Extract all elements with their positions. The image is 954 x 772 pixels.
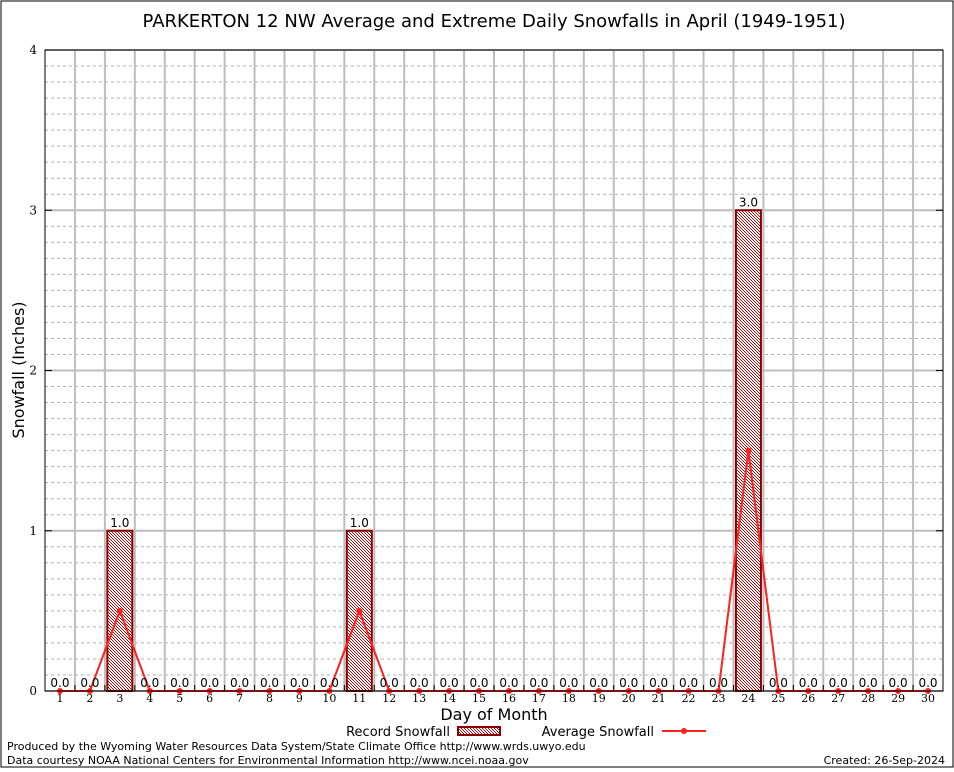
record-value-label: 0.0	[679, 676, 698, 690]
record-value-label: 3.0	[739, 195, 758, 209]
record-value-label: 1.0	[110, 516, 129, 530]
record-value-label: 1.0	[350, 516, 369, 530]
legend-average-label: Average Snowfall	[542, 725, 654, 740]
average-point	[356, 607, 363, 614]
y-tick-label: 0	[29, 684, 37, 698]
x-tick-label: 13	[412, 692, 426, 705]
y-tick-label: 2	[29, 364, 37, 378]
footer-courtesy: Data courtesy NOAA National Centers for …	[7, 754, 529, 767]
record-value-label: 0.0	[140, 676, 159, 690]
record-value-label: 0.0	[799, 676, 818, 690]
legend-record-swatch	[457, 726, 501, 736]
record-value-label: 0.0	[709, 676, 728, 690]
y-tick-label: 1	[29, 524, 37, 538]
x-tick-label: 16	[502, 692, 516, 705]
x-tick-label: 22	[682, 692, 696, 705]
record-value-label: 0.0	[499, 676, 518, 690]
x-tick-label: 4	[146, 692, 153, 705]
y-tick-label: 3	[29, 203, 37, 217]
record-value-label: 0.0	[260, 676, 279, 690]
x-tick-label: 1	[56, 692, 63, 705]
record-value-label: 0.0	[469, 676, 488, 690]
record-value-label: 0.0	[200, 676, 219, 690]
x-tick-label: 18	[562, 692, 576, 705]
x-tick-label: 11	[352, 692, 366, 705]
record-value-label: 0.0	[410, 676, 429, 690]
record-value-label: 0.0	[619, 676, 638, 690]
x-tick-label: 15	[472, 692, 486, 705]
x-tick-label: 29	[891, 692, 905, 705]
y-axis-label: Snowfall (Inches)	[9, 301, 28, 438]
chart-title: PARKERTON 12 NW Average and Extreme Dail…	[142, 11, 845, 32]
legend: Record Snowfall Average Snowfall	[346, 725, 706, 740]
x-tick-label: 7	[236, 692, 243, 705]
record-value-label: 0.0	[559, 676, 578, 690]
x-tick-label: 6	[206, 692, 213, 705]
x-axis-label: Day of Month	[440, 705, 547, 724]
data-labels: 0.0 0.0 1.0 0.0 0.0 0.0 0.0 0.0 0.0 0.0 1.0 0.0 0.0 0…	[50, 195, 937, 690]
x-tick-label: 24	[741, 692, 755, 705]
record-value-label: 0.0	[440, 676, 459, 690]
x-tick-label: 27	[831, 692, 845, 705]
x-tick-label: 9	[296, 692, 303, 705]
x-tick-label: 25	[771, 692, 785, 705]
x-tick-label: 28	[861, 692, 875, 705]
record-value-label: 0.0	[290, 676, 309, 690]
x-tick-label: 12	[382, 692, 396, 705]
record-value-label: 0.0	[769, 676, 788, 690]
record-value-label: 0.0	[649, 676, 668, 690]
average-point	[116, 607, 123, 614]
x-tick-label: 14	[442, 692, 456, 705]
x-tick-label: 19	[592, 692, 606, 705]
record-value-label: 0.0	[829, 676, 848, 690]
x-tick-label: 17	[532, 692, 546, 705]
record-value-label: 0.0	[80, 676, 99, 690]
record-value-label: 0.0	[320, 676, 339, 690]
x-tick-label: 23	[712, 692, 726, 705]
record-value-label: 0.0	[230, 676, 249, 690]
x-tick-label: 20	[622, 692, 636, 705]
record-value-label: 0.0	[50, 676, 69, 690]
record-value-label: 0.0	[918, 676, 937, 690]
x-tick-label: 5	[176, 692, 183, 705]
grid	[45, 49, 943, 692]
x-tick-label: 21	[652, 692, 666, 705]
x-tick-label: 10	[322, 692, 336, 705]
legend-record-label: Record Snowfall	[346, 725, 450, 740]
legend-average-marker	[681, 728, 687, 734]
record-value-label: 0.0	[380, 676, 399, 690]
x-tick-label: 8	[266, 692, 273, 705]
footer-created: Created: 26-Sep-2024	[824, 754, 945, 767]
footer-produced-by: Produced by the Wyoming Water Resources …	[7, 740, 586, 753]
x-tick-label: 26	[801, 692, 815, 705]
y-tick-label: 4	[29, 43, 37, 57]
record-value-label: 0.0	[170, 676, 189, 690]
x-tick-label: 3	[116, 692, 123, 705]
x-tick-label: 2	[86, 692, 93, 705]
record-value-label: 0.0	[529, 676, 548, 690]
record-value-label: 0.0	[859, 676, 878, 690]
record-value-label: 0.0	[589, 676, 608, 690]
record-value-label: 0.0	[889, 676, 908, 690]
average-point	[745, 447, 752, 454]
x-tick-label: 30	[921, 692, 935, 705]
